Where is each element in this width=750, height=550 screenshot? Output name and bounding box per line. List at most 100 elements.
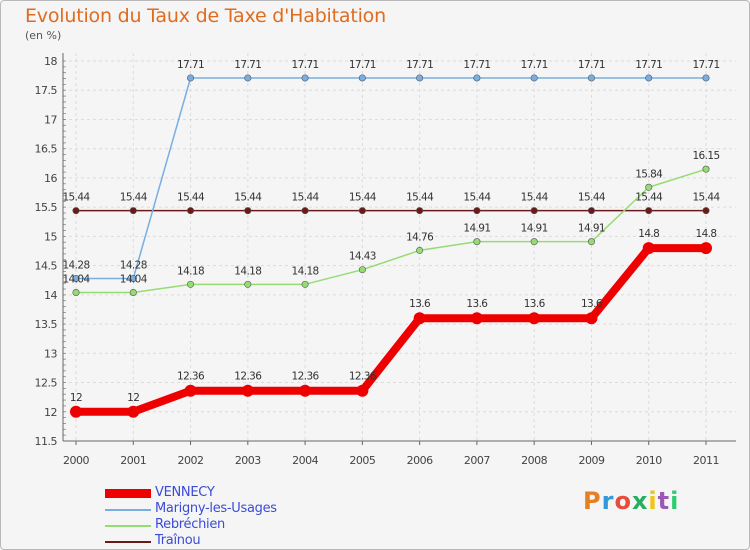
logo-letter: i: [648, 487, 658, 515]
data-label-rebr-chien: 14.76: [406, 231, 434, 243]
data-point-tra-nou: [702, 207, 710, 215]
data-label-rebr-chien: 14.18: [292, 265, 319, 277]
series-lines: [70, 74, 712, 418]
data-label-marigny-les-usages: 17.71: [521, 59, 548, 71]
data-point-vennecy: [642, 242, 655, 255]
data-label-tra-nou: 15.44: [521, 192, 549, 204]
data-point-tra-nou: [587, 207, 595, 215]
data-point-tra-nou: [358, 207, 366, 215]
legend-label-rebrechien: Rebréchien: [155, 517, 225, 532]
y-tick-label: 12.5: [35, 377, 58, 390]
data-label-marigny-les-usages: 17.71: [406, 59, 433, 71]
x-tick-label: 2008: [521, 454, 547, 467]
data-point-vennecy: [299, 384, 312, 397]
x-tick-label: 2001: [120, 454, 146, 467]
data-point-vennecy: [184, 384, 197, 397]
data-label-tra-nou: 15.44: [349, 192, 377, 204]
data-point-tra-nou: [645, 207, 653, 215]
y-tick-label: 11.5: [35, 435, 58, 448]
x-tick-label: 2007: [464, 454, 490, 467]
data-point-rebr-chien: [530, 238, 538, 246]
data-point-marigny-les-usages: [187, 74, 195, 82]
data-point-tra-nou: [301, 207, 309, 215]
data-point-vennecy: [528, 312, 541, 325]
data-point-rebr-chien: [473, 238, 481, 246]
series-line-marigny-les-usages: [76, 77, 706, 280]
legend-label-trainou: Traînou: [155, 533, 201, 548]
legend-swatch-rebrechien: [105, 525, 151, 527]
plot-area: [63, 53, 736, 441]
data-label-tra-nou: 15.44: [120, 192, 148, 204]
grid-lines: [63, 53, 736, 442]
x-tick-label: 2003: [235, 454, 261, 467]
data-label-rebr-chien: 14.43: [349, 251, 376, 263]
data-point-rebr-chien: [645, 183, 653, 191]
data-label-tra-nou: 15.44: [463, 192, 491, 204]
data-point-vennecy: [127, 405, 140, 418]
data-label-rebr-chien: 16.15: [692, 150, 719, 162]
data-label-rebr-chien: 14.91: [578, 223, 605, 235]
data-label-marigny-les-usages: 17.71: [635, 59, 662, 71]
data-label-tra-nou: 15.44: [578, 192, 606, 204]
data-point-vennecy: [585, 312, 598, 325]
data-point-vennecy: [413, 312, 426, 325]
data-point-rebr-chien: [187, 280, 195, 288]
y-tick-label: 13.5: [35, 318, 58, 331]
x-tick-label: 2010: [636, 454, 662, 467]
data-point-marigny-les-usages: [530, 74, 538, 82]
y-tick-label: 16: [44, 172, 57, 185]
data-point-marigny-les-usages: [702, 74, 710, 82]
y-tick-label: 14: [44, 289, 57, 302]
data-point-marigny-les-usages: [244, 74, 252, 82]
data-label-tra-nou: 15.44: [292, 192, 320, 204]
data-label-marigny-les-usages: 17.71: [692, 59, 719, 71]
chart-title: Evolution du Taux de Taxe d'Habitation: [25, 5, 386, 27]
data-label-marigny-les-usages: 17.71: [177, 59, 204, 71]
y-tick-label: 17.5: [35, 84, 58, 97]
logo-letter: i: [670, 487, 680, 515]
logo-letter: P: [583, 487, 602, 515]
data-label-vennecy: 13.6: [581, 298, 603, 310]
data-labels: 15.44 15.44 15.44 15.44 15.44 15.44 15.44 15.44…: [62, 59, 721, 404]
data-label-marigny-les-usages: 14.28: [120, 259, 147, 271]
data-label-vennecy: 12.36: [177, 371, 205, 383]
y-tick-label: 18: [44, 55, 57, 68]
data-label-marigny-les-usages: 17.71: [578, 59, 605, 71]
logo-letter: x: [631, 487, 649, 515]
data-point-marigny-les-usages: [301, 74, 309, 82]
legend-swatch-vennecy: [105, 489, 151, 498]
logo-letter: r: [601, 487, 615, 515]
data-label-tra-nou: 15.44: [177, 192, 205, 204]
data-label-marigny-les-usages: 17.71: [463, 59, 490, 71]
logo-letter: t: [657, 487, 671, 515]
data-point-rebr-chien: [587, 238, 595, 246]
data-label-vennecy: 13.6: [409, 298, 431, 310]
series-line-rebr-chien: [76, 168, 707, 294]
data-point-rebr-chien: [72, 289, 80, 297]
data-point-rebr-chien: [416, 246, 424, 254]
data-label-vennecy: 12.36: [292, 371, 320, 383]
x-tick-label: 2011: [693, 454, 719, 467]
legend-swatch-trainou: [105, 541, 151, 543]
data-point-rebr-chien: [244, 280, 252, 288]
data-point-vennecy: [700, 242, 712, 255]
x-tick-label: 2006: [407, 454, 433, 467]
data-label-vennecy: 14.8: [638, 228, 659, 240]
data-point-vennecy: [241, 384, 254, 397]
data-point-tra-nou: [473, 207, 481, 215]
data-label-rebr-chien: 14.18: [234, 265, 261, 277]
y-tick-label: 15: [44, 230, 57, 243]
data-label-tra-nou: 15.44: [692, 192, 720, 204]
data-label-marigny-les-usages: 17.71: [234, 59, 261, 71]
data-label-rebr-chien: 14.91: [463, 223, 490, 235]
logo-letter: o: [614, 487, 632, 515]
series-line-vennecy: [76, 244, 706, 416]
data-label-vennecy: 14.8: [696, 228, 717, 240]
x-tick-label: 2009: [578, 454, 604, 467]
data-label-vennecy: 12: [70, 392, 82, 404]
data-point-marigny-les-usages: [587, 74, 595, 82]
y-tick-label: 14.5: [35, 260, 58, 273]
data-label-vennecy: 13.6: [466, 298, 488, 310]
data-point-marigny-les-usages: [72, 274, 80, 282]
